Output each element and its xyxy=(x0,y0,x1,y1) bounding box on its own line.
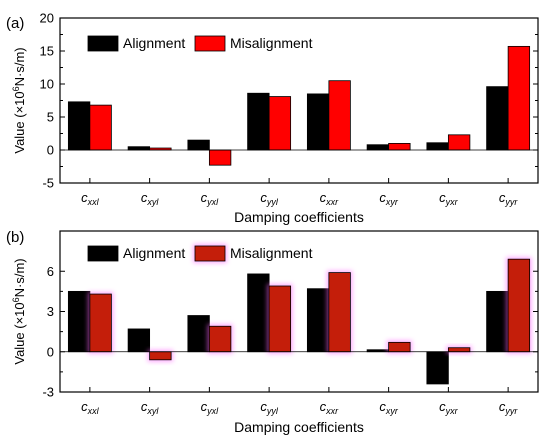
legend-swatch-misalignment xyxy=(194,35,226,52)
bar-misalignment-xxr xyxy=(328,80,351,151)
x-tick-label-xyl: cxyl xyxy=(141,190,160,207)
y-tick-label: 0 xyxy=(47,344,54,359)
x-tick-label-yyr: cyyr xyxy=(499,190,519,207)
x-tick-label-yxl: cyxl xyxy=(201,190,220,207)
bar-alignment-yyr xyxy=(486,86,509,151)
bar-alignment-yyl xyxy=(247,92,270,151)
x-tick-label-yyr: cyyr xyxy=(499,399,519,416)
bar-alignment-xxr xyxy=(306,93,330,151)
panel-label: (b) xyxy=(6,229,24,246)
x-tick-label-xyr: cxyr xyxy=(379,190,399,207)
x-tick-label-yxr: cyxr xyxy=(439,399,459,416)
y-tick-label: 10 xyxy=(40,77,54,92)
bar-alignment-xxl xyxy=(67,101,91,151)
bar-misalignment-yyl xyxy=(268,285,292,353)
y-tick-label: 3 xyxy=(47,304,54,319)
bar-misalignment-xyr xyxy=(388,142,411,151)
bar-alignment-yxr xyxy=(426,351,449,385)
y-tick-label: -3 xyxy=(42,385,54,400)
y-tick-label: -5 xyxy=(42,176,54,191)
bar-misalignment-xxr xyxy=(328,272,351,353)
bar-alignment-yxr xyxy=(426,142,449,151)
bar-misalignment-yxr xyxy=(447,134,471,151)
legend-label-alignment: Alignment xyxy=(123,245,185,261)
x-tick-label-yxr: cyxr xyxy=(439,190,459,207)
bar-misalignment-yxl xyxy=(208,325,232,353)
bar-alignment-xxl xyxy=(67,290,91,353)
y-tick-label: 5 xyxy=(47,110,54,125)
panel-label: (a) xyxy=(6,15,24,32)
x-tick-label-yyl: cyyl xyxy=(260,190,279,207)
bar-alignment-yxl xyxy=(187,139,210,151)
x-axis-label: Damping coefficients xyxy=(234,419,364,435)
legend-swatch-misalignment xyxy=(194,245,226,262)
bar-alignment-yyr xyxy=(486,290,509,353)
bar-misalignment-xxl xyxy=(89,104,112,151)
y-tick-label: 6 xyxy=(47,264,54,279)
bar-misalignment-xxl xyxy=(89,293,112,353)
x-tick-label-xyl: cxyl xyxy=(141,399,160,416)
y-axis-label: Value (×106N·s/m) xyxy=(11,47,27,153)
y-tick-label: 0 xyxy=(47,143,54,158)
chart-panel-2: (b) -3 0 3 6 cxxl cxyl cyxl cyyl cxxr cxyr cyxr cyyr… xyxy=(6,229,539,435)
bar-alignment-yyl xyxy=(247,273,270,353)
bar-misalignment-yxr xyxy=(447,347,471,353)
x-tick-label-yyl: cyyl xyxy=(260,399,279,416)
bar-misalignment-yyr xyxy=(507,258,531,353)
bar-alignment-xyl xyxy=(127,146,151,151)
legend-swatch-alignment xyxy=(87,35,119,52)
bar-alignment-xyr xyxy=(366,144,390,151)
x-axis-label: Damping coefficients xyxy=(234,209,364,225)
bar-misalignment-yyl xyxy=(268,96,292,151)
x-tick-label-xxl: cxxl xyxy=(81,190,100,207)
y-axis-label: Value (×106N·s/m) xyxy=(11,258,27,364)
x-tick-label-xxr: cxxr xyxy=(320,190,340,207)
bar-misalignment-yyr xyxy=(507,45,531,151)
legend-label-alignment: Alignment xyxy=(123,35,185,51)
x-tick-label-xxr: cxxr xyxy=(320,399,340,416)
bar-alignment-xxr xyxy=(306,288,330,353)
chart-panel-1: (a) -5 0 5 10 15 20 cxxl cxyl cyxl cyyl cxxr cxyr cyx… xyxy=(6,11,539,225)
legend-label-misalignment: Misalignment xyxy=(230,35,313,51)
bar-misalignment-xyl xyxy=(149,351,172,361)
x-tick-label-xyr: cxyr xyxy=(379,399,399,416)
legend: Alignment Misalignment xyxy=(87,244,313,263)
y-tick-label: 15 xyxy=(40,44,54,59)
bar-alignment-yxl xyxy=(187,315,210,353)
bar-misalignment-xyr xyxy=(388,341,411,353)
x-tick-label-xxl: cxxl xyxy=(81,399,100,416)
bar-alignment-xyl xyxy=(127,328,151,353)
x-tick-label-yxl: cyxl xyxy=(201,399,220,416)
legend: Alignment Misalignment xyxy=(87,35,313,52)
legend-label-misalignment: Misalignment xyxy=(230,245,313,261)
bar-misalignment-yxl xyxy=(208,149,232,166)
y-tick-label: 20 xyxy=(40,11,54,26)
legend-swatch-alignment xyxy=(87,245,119,262)
